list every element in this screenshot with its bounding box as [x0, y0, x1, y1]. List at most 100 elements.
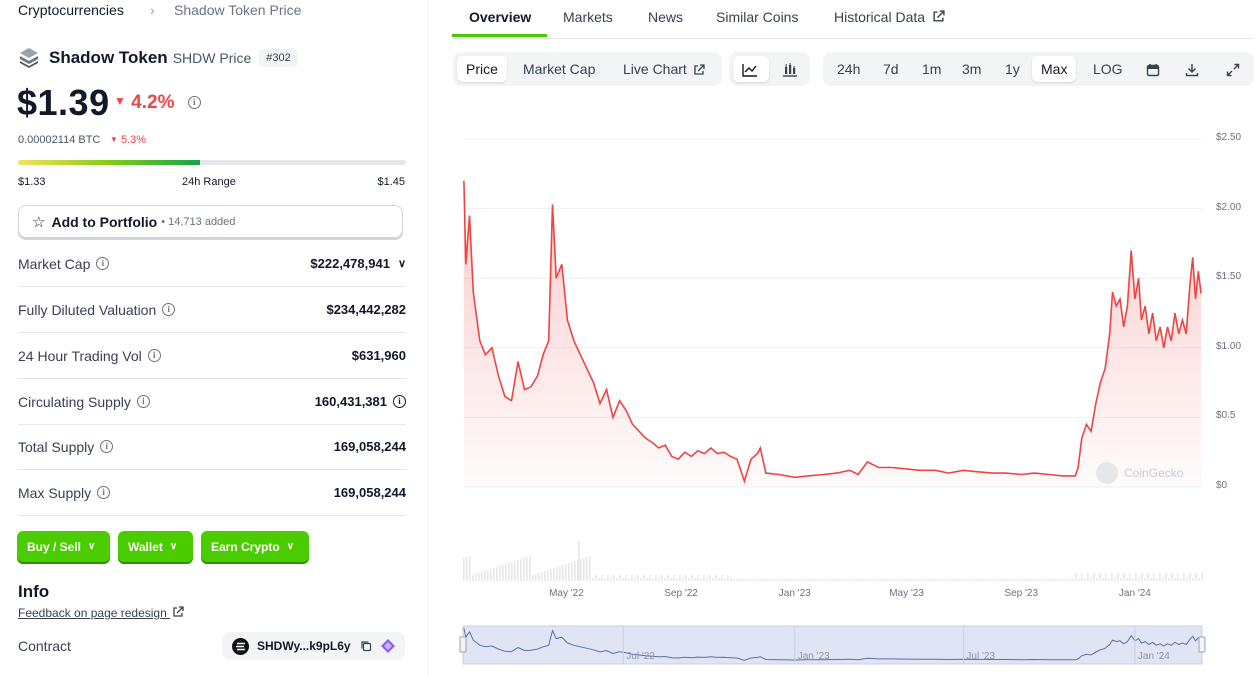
range-max-button[interactable]: Max	[1032, 56, 1077, 82]
calendar-button[interactable]	[1140, 56, 1166, 82]
star-icon: ☆	[32, 213, 46, 231]
volume-bar	[1000, 579, 1002, 581]
line-chart-button[interactable]	[733, 56, 769, 82]
volume-bar	[718, 578, 720, 581]
range-1m-button[interactable]: 1m	[922, 61, 942, 77]
navigator-handle[interactable]	[459, 636, 467, 653]
stat-label: 24 Hour Trading Vol i	[18, 348, 161, 364]
volume-bar	[964, 579, 966, 581]
volume-bar	[889, 579, 891, 581]
volume-bar	[619, 575, 621, 581]
stat-label: Max Supply i	[18, 485, 111, 501]
chevron-down-icon: ∨	[88, 541, 96, 552]
info-icon[interactable]: i	[136, 395, 150, 408]
volume-bar	[763, 579, 765, 581]
contract-label: Contract	[18, 638, 71, 654]
stat-value-text: 169,058,244	[333, 439, 406, 454]
range-3m-button[interactable]: 3m	[962, 61, 982, 77]
volume-bar	[562, 565, 564, 581]
volume-bar	[958, 579, 960, 581]
navigator-tick-label: Jul '23	[966, 651, 996, 662]
volume-bar	[664, 578, 666, 581]
volume-bar	[772, 579, 774, 581]
info-icon[interactable]: i	[100, 440, 114, 453]
info-icon[interactable]: i	[97, 486, 111, 499]
volume-bar	[793, 579, 795, 581]
live-chart-button[interactable]: Live Chart	[614, 56, 714, 82]
info-icon[interactable]: i	[162, 303, 176, 316]
tab-markets[interactable]: Markets	[563, 9, 613, 25]
coin-name: Shadow Token	[49, 48, 168, 67]
y-tick-label: $2.00	[1216, 201, 1242, 213]
breadcrumb-root[interactable]: Cryptocurrencies	[18, 2, 124, 18]
log-scale-button[interactable]: LOG	[1093, 61, 1123, 77]
range-navigator[interactable]	[459, 625, 1206, 665]
volume-bar	[973, 579, 975, 581]
tab-similar-coins[interactable]: Similar Coins	[716, 9, 799, 25]
volume-bar	[838, 579, 840, 581]
stat-circulating-supply: Circulating Supply i 160,431,381 i	[18, 379, 406, 425]
tab-historical-data[interactable]: Historical Data	[834, 9, 945, 25]
tab-overview[interactable]: Overview	[469, 9, 532, 25]
stat-label-text: 24 Hour Trading Vol	[18, 347, 142, 364]
volume-bar	[1081, 573, 1083, 581]
rank-badge: #302	[259, 49, 298, 67]
price-chart[interactable]	[452, 100, 1254, 670]
stat-label-text: Total Supply	[18, 438, 95, 455]
volume-bar	[775, 579, 777, 581]
stat-value-text: $631,960	[351, 348, 406, 363]
volume-bar	[907, 579, 909, 581]
volume-bar	[1132, 578, 1134, 581]
copy-icon[interactable]	[360, 640, 372, 652]
tab-news[interactable]: News	[648, 9, 684, 25]
wallet-button[interactable]: Wallet ∨	[118, 531, 193, 562]
market-cap-button[interactable]: Market Cap	[523, 61, 596, 77]
stat-value: 160,431,381 i	[315, 394, 406, 409]
volume-bar	[841, 579, 843, 581]
volume-bar	[748, 579, 750, 581]
volume-bar	[589, 556, 591, 581]
volume-bar	[901, 579, 903, 581]
fullscreen-button[interactable]	[1220, 56, 1246, 82]
stat-label: Market Cap i	[18, 256, 110, 272]
volume-bar	[1009, 579, 1011, 581]
info-icon[interactable]: i	[96, 257, 110, 270]
range-1y-button[interactable]: 1y	[1005, 61, 1020, 77]
volume-bar	[640, 578, 642, 581]
range-7d-button[interactable]: 7d	[883, 61, 899, 77]
contract-address-pill[interactable]: SHDWy...k9pL6y	[222, 632, 405, 660]
range-24h-button[interactable]: 24h	[837, 61, 861, 77]
price-button[interactable]: Price	[457, 56, 507, 82]
buy-sell-button[interactable]: Buy / Sell ∨	[17, 531, 110, 562]
info-icon[interactable]: i	[147, 349, 161, 362]
volume-bar	[814, 579, 816, 581]
feedback-link[interactable]: Feedback on page redesign	[18, 606, 184, 620]
volume-bar	[982, 579, 984, 581]
volume-bar	[565, 564, 567, 581]
volume-bar	[616, 578, 618, 581]
add-to-portfolio-button[interactable]: ☆ Add to Portfolio • 14,713 added	[18, 205, 403, 238]
volume-bar	[928, 579, 930, 581]
coingecko-logo-icon	[1096, 462, 1118, 484]
info-icon[interactable]: i	[187, 96, 201, 109]
chevron-down-icon[interactable]: ∨	[397, 258, 406, 270]
volume-bar	[1066, 579, 1068, 581]
volume-bar	[610, 578, 612, 581]
stat-label-text: Circulating Supply	[18, 393, 131, 410]
volume-bar	[685, 575, 687, 581]
metamask-icon[interactable]	[380, 638, 396, 654]
volume-bar	[1042, 579, 1044, 581]
earn-crypto-button[interactable]: Earn Crypto ∨	[201, 531, 309, 562]
stat-market-cap[interactable]: Market Cap i $222,478,941 ∨	[18, 241, 406, 287]
info-heading: Info	[18, 582, 50, 601]
volume-bar	[577, 560, 579, 581]
info-icon[interactable]: i	[393, 395, 406, 408]
chart-gridlines	[463, 138, 1202, 488]
btc-change-value: 5.3%	[120, 134, 147, 146]
navigator-handle[interactable]	[1198, 636, 1206, 653]
candlestick-button[interactable]	[773, 56, 809, 82]
volume-bar	[598, 578, 600, 581]
download-button[interactable]	[1179, 56, 1205, 82]
volume-bar	[643, 575, 645, 581]
volume-bar	[700, 578, 702, 581]
